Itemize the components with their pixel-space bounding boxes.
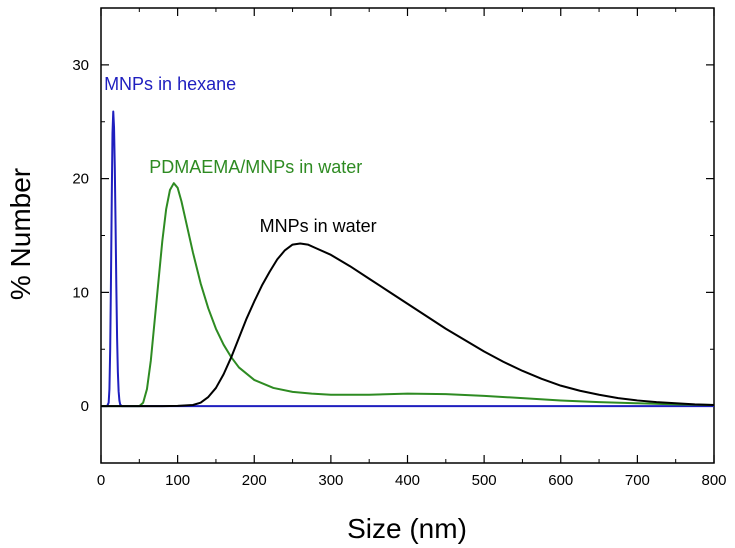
annotation-mnps-in-water: MNPs in water — [260, 216, 377, 236]
annotation-mnps-in-hexane: MNPs in hexane — [104, 74, 236, 94]
x-tick-label: 200 — [242, 472, 267, 489]
y-tick-label: 20 — [72, 171, 89, 188]
annotations: MNPs in hexane PDMAEMA/MNPs in water MNPs … — [104, 74, 377, 236]
x-tick-label: 300 — [318, 472, 343, 489]
x-tick-label: 600 — [548, 472, 573, 489]
x-tick-label: 800 — [701, 472, 726, 489]
y-tick-label: 30 — [72, 57, 89, 74]
y-tick-label: 0 — [81, 398, 89, 415]
annotation-pdmaema-mnps-in-water: PDMAEMA/MNPs in water — [149, 157, 362, 177]
x-tick-label: 500 — [472, 472, 497, 489]
series-lines — [101, 110, 715, 408]
x-tick-label: 400 — [395, 472, 420, 489]
y-axis-title: % Number — [5, 168, 36, 300]
y-tick-label: 10 — [72, 284, 89, 301]
x-axis-title: Size (nm) — [347, 513, 467, 544]
series-line-pdmaema-mnps-in-water — [101, 182, 715, 408]
series-line-mnps-in-hexane — [101, 110, 714, 408]
x-tick-label: 700 — [625, 472, 650, 489]
series-line-mnps-in-water — [101, 242, 715, 408]
axes: 0 100 200 300 400 500 600 700 800 0 10 20 30 — [72, 7, 727, 489]
x-tick-label: 0 — [97, 472, 105, 489]
x-tick-label: 100 — [165, 472, 190, 489]
